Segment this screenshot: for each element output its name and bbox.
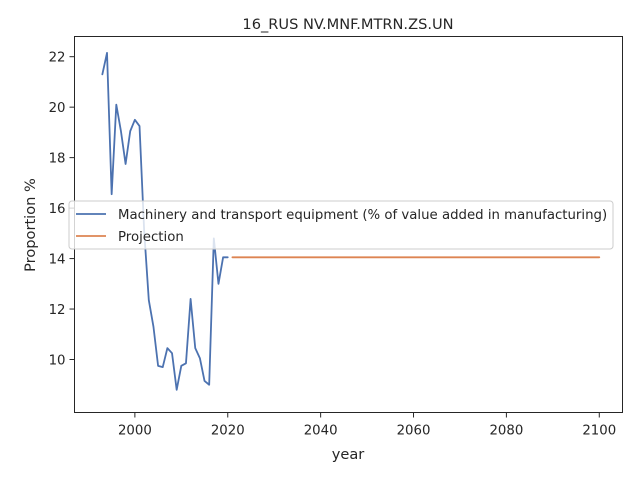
x-tick-label: 2000 — [118, 424, 152, 439]
legend-label-series-2: Projection — [118, 230, 184, 245]
x-axis-label: year — [332, 446, 365, 463]
series-layer — [101, 52, 601, 391]
y-tick-label: 14 — [49, 253, 66, 268]
series-line-1 — [101, 52, 229, 391]
chart-title: 16_RUS NV.MNF.MTRN.ZS.UN — [242, 16, 453, 33]
x-tick-label: 2040 — [304, 424, 338, 439]
legend-label-series-1: Machinery and transport equipment (% of … — [118, 208, 607, 223]
y-axis: 10 12 14 16 18 20 22 — [49, 51, 75, 369]
x-axis: 2000 2020 2040 2060 2080 2100 — [118, 412, 616, 439]
legend-frame — [68, 200, 614, 250]
x-tick-label: 2060 — [397, 424, 431, 439]
y-tick-label: 12 — [49, 303, 66, 318]
x-tick-label: 2020 — [211, 424, 245, 439]
y-tick-label: 16 — [49, 202, 66, 217]
y-tick-label: 22 — [49, 51, 66, 66]
y-axis-label: Proportion % — [22, 178, 39, 272]
x-tick-label: 2080 — [489, 424, 523, 439]
y-tick-label: 10 — [49, 354, 66, 369]
y-tick-label: 20 — [49, 101, 66, 116]
y-tick-label: 18 — [49, 152, 66, 167]
legend: Machinery and transport equipment (% of … — [68, 200, 614, 250]
x-tick-label: 2100 — [582, 424, 616, 439]
